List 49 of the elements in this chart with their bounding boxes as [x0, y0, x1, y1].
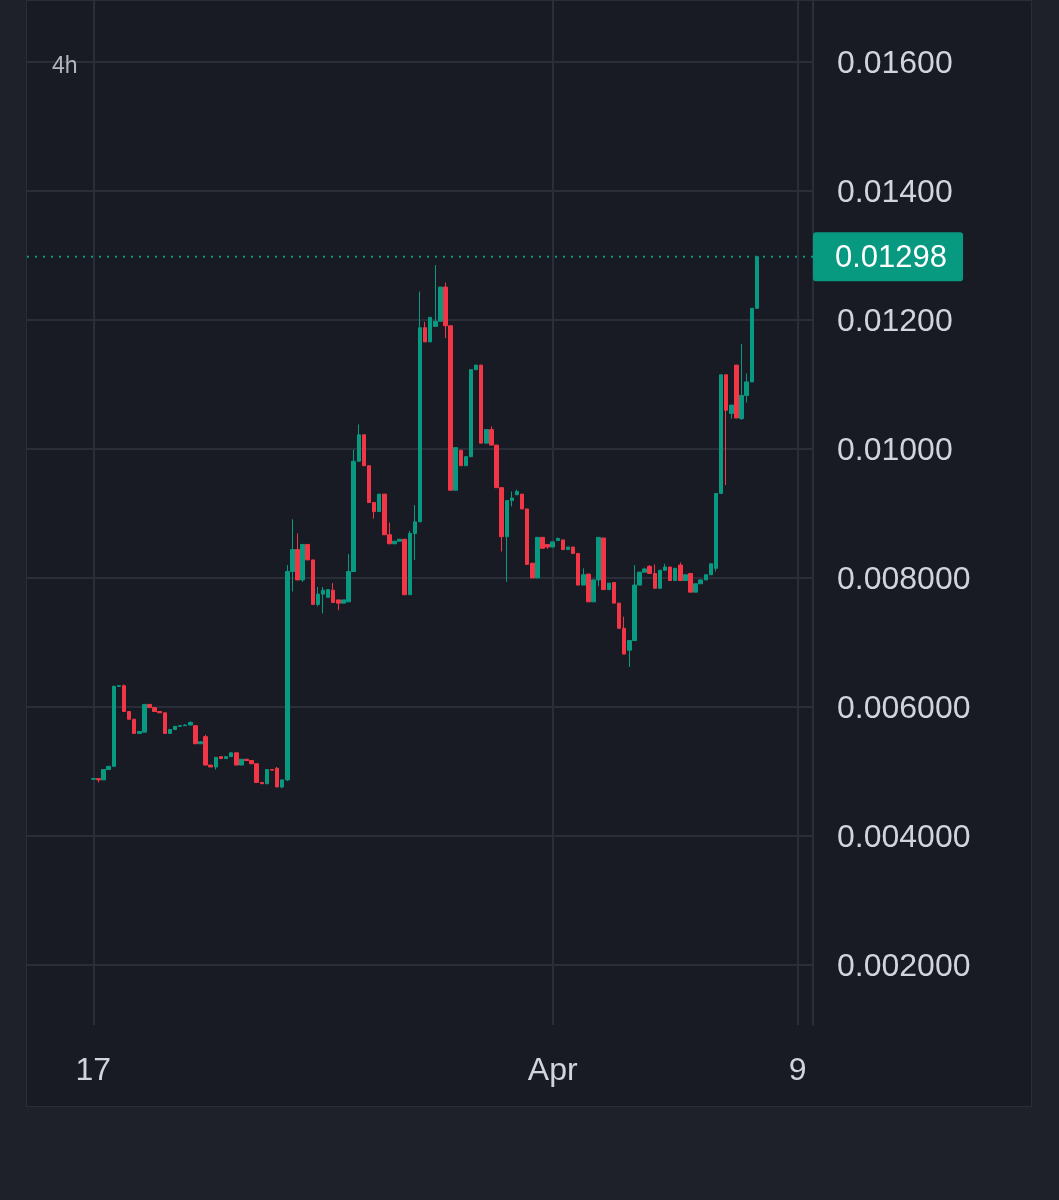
- candlestick: [377, 493, 381, 513]
- ref-line-label: 0.01298: [835, 239, 948, 275]
- candlestick: [678, 561, 683, 582]
- candlestick: [300, 543, 305, 583]
- candlestick: [724, 374, 728, 486]
- x-tick-label: 17: [75, 1051, 112, 1087]
- candlestick: [688, 572, 693, 593]
- candlestick: [601, 537, 606, 591]
- candlestick: [673, 567, 677, 582]
- candlestick: [515, 489, 519, 496]
- candlestick: [581, 567, 586, 586]
- y-tick-label: 0.008000: [837, 559, 971, 596]
- candlestick: [479, 364, 483, 444]
- y-tick-label: 0.006000: [837, 688, 971, 725]
- candlestick: [556, 536, 560, 542]
- candlestick: [96, 778, 101, 783]
- candlestick: [484, 429, 489, 444]
- candlestick: [193, 725, 198, 745]
- candlestick: [198, 741, 203, 745]
- text: 4h: [52, 51, 78, 78]
- y-tick-label: 0.01200: [837, 301, 953, 338]
- candlestick: [586, 573, 591, 603]
- candlestick: [607, 582, 611, 591]
- y-tick-label: 0.002000: [837, 947, 971, 984]
- candlestick: [729, 404, 734, 420]
- candlestick: [295, 532, 300, 581]
- y-tick-label: 0.004000: [837, 818, 971, 854]
- x-tick-label: Apr: [527, 1051, 578, 1087]
- candlestick: [234, 752, 239, 766]
- candlestick: [265, 769, 269, 785]
- candlestick: [566, 546, 570, 551]
- candlestick: [459, 449, 463, 467]
- y-tick-label: 0.01400: [837, 172, 953, 209]
- candlestick: [535, 536, 540, 579]
- candlestick: [683, 574, 688, 582]
- candlestick: [561, 539, 565, 551]
- x-tick-label: 9: [788, 1051, 807, 1087]
- candlestick: [423, 321, 427, 343]
- y-tick-label: 0.01600: [837, 43, 953, 80]
- candlestick: [550, 541, 555, 548]
- candlestick: [453, 447, 458, 491]
- candlestick: [91, 777, 96, 781]
- candlestick: [214, 756, 218, 771]
- candlestick: [239, 758, 244, 766]
- candlestick: [668, 566, 672, 582]
- y-tick-label: 0.01000: [837, 430, 953, 467]
- candlestick: [734, 364, 739, 419]
- candlestick: [402, 538, 407, 596]
- candlestick: [219, 756, 223, 760]
